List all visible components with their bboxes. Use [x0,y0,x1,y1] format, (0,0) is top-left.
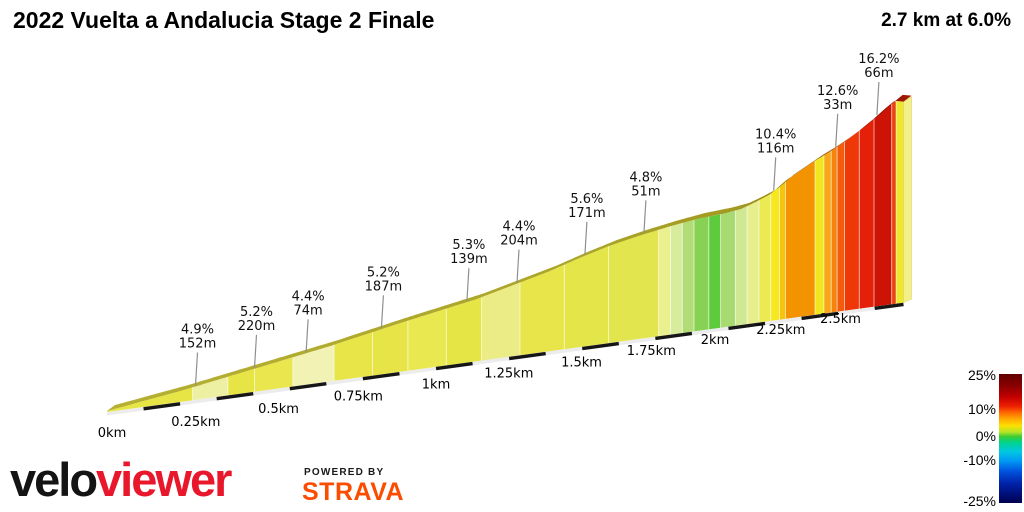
legend-label: 0% [975,428,996,444]
distance-tick-label: 1.25km [484,366,533,381]
gradient-label: 4.9% 152m [179,323,216,352]
profile-face-segment [837,141,845,312]
gradient-label-pointer [643,200,647,234]
profile-face-segment [708,214,721,330]
gradient-label: 16.2% 66m [858,52,899,81]
strava-logo: STRAVA [302,478,405,506]
gradient-label: 4.4% 204m [500,220,537,249]
distance-tick-label: 1km [422,378,450,393]
profile-face-segment [874,103,892,307]
profile-face-segment [192,376,228,401]
gradient-label-pointer [516,249,520,283]
distance-tick-label: 0.5km [258,402,299,417]
profile-face-segment [844,130,860,311]
distance-tick-label: 2.5km [820,312,861,327]
profile-face-segment [107,387,193,412]
profile-face [107,101,904,412]
legend-label: 25% [967,367,996,383]
gradient-label-pointer [194,352,199,386]
profile-face-segment [227,368,255,396]
profile-face-segment [735,206,748,326]
gradient-label-pointer [773,157,777,191]
profile-face-segment [720,210,736,328]
gradient-label-pointer [466,268,470,302]
legend-label: 10% [967,401,996,417]
profile-face-segment [682,219,694,333]
veloviewer-logo-viewer: viewer [96,453,232,506]
veloviewer-logo-velo: velo [10,453,98,506]
profile-face-segment [831,146,838,313]
profile-face-segment [670,223,683,335]
distance-tick-label: 1.5km [561,355,602,370]
legend-label: -10% [963,452,996,468]
distance-tick-label: 1.75km [627,344,676,359]
profile-face-segment [779,180,786,320]
profile-face-segment [481,282,520,361]
gradient-label: 5.2% 220m [238,305,275,334]
profile-face-segment [823,150,832,314]
distance-axis: 0km 0.25km 0.5km 0.75km 1km 1.25km 1.5km 1.75km… [98,302,904,441]
distance-tick-label: 2km [701,333,729,348]
page-title: 2022 Vuelta a Andalucia Stage 2 Finale [13,7,435,33]
profile-face-segment [334,332,373,381]
veloviewer-logo: veloviewer [10,453,232,506]
profile-face-segment [896,101,904,304]
profile-end-cap [903,96,912,304]
profile-face-segment [292,344,335,387]
gradient-label-pointer [835,113,839,147]
distance-tick-label: 0km [98,426,126,441]
gradient-label-pointer [305,319,309,353]
profile-face-segment [520,264,565,356]
gradient-label-pointer [876,81,880,116]
distance-dashes [106,302,904,416]
profile-face-segment [446,297,482,366]
powered-by-label: POWERED BY [304,467,385,478]
profile-face-segment [759,193,771,323]
gradient-label: 5.3% 139m [450,238,487,267]
gradient-label: 4.8% 51m [629,170,662,199]
gradient-label-pointer [584,221,588,255]
gradient-label-pointer [380,295,384,329]
profile-face-segment [891,101,897,305]
profile-face-segment [372,320,408,376]
gradient-label: 5.6% 171m [568,192,605,221]
profile-face-segment [770,186,780,321]
profile-face-segment [564,246,609,350]
distance-tick-label: 2.25km [756,323,805,338]
distance-tick-label: 0.75km [334,390,383,405]
gradient-label: 12.6% 33m [817,84,858,113]
gradient-legend-bar [999,374,1022,503]
stage-summary: 2.7 km at 6.0% [881,10,1011,31]
profile-face-segment [608,229,659,344]
legend-label: -25% [963,493,996,509]
profile-face-segment [658,226,671,337]
profile-face-segment [694,216,709,332]
profile-face-segment [407,308,447,371]
gradient-labels: 4.9% 152m 5.2% 220m 4.4% 74m 5.2% 187m 5.3% 139m 4… [179,52,900,386]
profile-face-segment [815,155,824,315]
gradient-label: 4.4% 74m [292,289,325,318]
distance-tick-label: 0.25km [171,415,220,430]
gradient-label: 10.4% 116m [755,127,796,156]
profile-face-segment [747,200,759,325]
profile-face-segment [785,160,815,319]
gradient-label: 5.2% 187m [365,265,402,294]
gradient-label-pointer [253,334,258,368]
profile-face-segment [859,118,874,309]
